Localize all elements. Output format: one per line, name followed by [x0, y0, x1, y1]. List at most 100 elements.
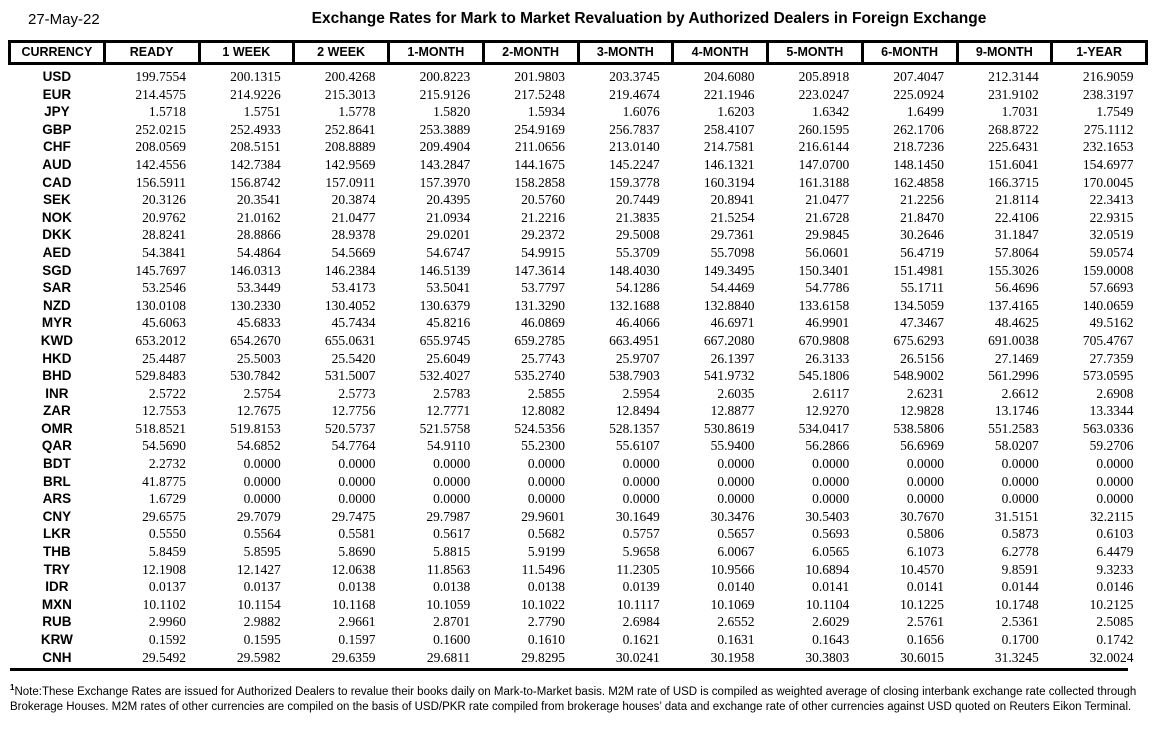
rate-cell: 2.5855 [527, 385, 565, 401]
rate-cell: 0.5617 [433, 526, 471, 542]
rate-cell: 214.4575 [135, 86, 186, 102]
column-header-2-month: 2-MONTH [481, 40, 580, 65]
rate-cell: 573.0595 [1082, 368, 1134, 384]
rate-cell: 2.6552 [717, 614, 755, 630]
rate-cell: 655.0631 [324, 332, 376, 348]
rate-cell: 55.1711 [900, 280, 944, 296]
rate-cell: 170.0045 [1082, 174, 1134, 190]
column-header-1-week: 1 WEEK [197, 40, 296, 65]
rate-cell: 1.7549 [1096, 104, 1134, 120]
rate-cell: 22.3413 [1089, 192, 1134, 208]
rate-cell: 1.6076 [622, 104, 660, 120]
rate-cell: 49.5162 [1089, 315, 1134, 331]
rate-cell: 11.5496 [521, 561, 565, 577]
rate-cell: 0.1600 [433, 632, 471, 647]
rate-cell: 252.8641 [324, 121, 376, 137]
currency-code: NZD [43, 297, 71, 313]
rate-cell: 541.9732 [703, 368, 755, 384]
rate-cell: 29.7079 [236, 508, 281, 524]
rate-cell: 21.0162 [236, 209, 281, 225]
table-row-rub: RUB 2.9960 2.9882 2.9661 2.8701 2.7790 2.6984 2… [10, 613, 1147, 631]
rate-cell: 524.5356 [514, 420, 565, 436]
rate-cell: 551.2583 [988, 420, 1039, 436]
table-row-cnh: CNH 29.5492 29.5982 29.6359 29.6811 29.8295 30… [10, 649, 1147, 667]
rate-cell: 0.1595 [243, 632, 281, 647]
rate-cell: 41.8775 [142, 473, 186, 489]
rate-cell: 156.5911 [135, 174, 186, 190]
rate-cell: 21.0477 [331, 209, 376, 225]
rate-cell: 25.4487 [142, 350, 186, 366]
rate-cell: 0.0000 [717, 473, 755, 489]
rate-cell: 20.3541 [236, 192, 281, 208]
rate-cell: 56.6969 [900, 438, 944, 454]
rate-cell: 2.9661 [338, 614, 376, 630]
rate-cell: 142.9569 [324, 156, 376, 172]
rate-cell: 538.7903 [609, 368, 660, 384]
table-row-brl: BRL 41.8775 0.0000 0.0000 0.0000 0.0000 0.0000… [10, 473, 1147, 491]
table-row-idr: IDR 0.0137 0.0137 0.0138 0.0138 0.0138 0.0139 0… [10, 578, 1147, 596]
rate-cell: 256.7837 [609, 121, 660, 137]
rate-cell: 275.1112 [1083, 121, 1134, 137]
rate-cell: 46.6971 [710, 315, 755, 331]
table-row-bdt: BDT 2.2732 0.0000 0.0000 0.0000 0.0000 0.0000 0… [10, 455, 1147, 473]
rate-cell: 0.0000 [812, 456, 850, 472]
rate-cell: 12.7675 [236, 403, 281, 419]
report-date: 27-May-22 [28, 11, 100, 28]
rate-cell: 2.6029 [812, 614, 850, 630]
rate-cell: 13.3344 [1089, 403, 1134, 419]
table-row-mxn: MXN 10.1102 10.1154 10.1168 10.1059 10.1022 10… [10, 596, 1147, 614]
rate-cell: 54.3841 [142, 244, 186, 260]
rate-cell: 29.9601 [521, 508, 565, 524]
rate-cell: 0.0000 [338, 491, 376, 507]
rate-cell: 0.0138 [433, 579, 471, 595]
rate-cell: 0.0000 [433, 491, 471, 507]
currency-code: BDT [43, 456, 71, 472]
rate-cell: 200.4268 [324, 69, 376, 84]
rate-cell: 158.2858 [514, 174, 565, 190]
rate-cell: 54.4469 [710, 280, 755, 296]
rate-cell: 520.5737 [324, 420, 376, 436]
rate-cell: 530.7842 [230, 368, 281, 384]
rate-cell: 12.9828 [900, 403, 944, 419]
rate-cell: 21.2216 [521, 209, 565, 225]
rate-cell: 0.0000 [527, 456, 565, 472]
table-row-nzd: NZD 130.0108 130.2330 130.4052 130.6379 131.3… [10, 297, 1147, 315]
rate-cell: 1.5778 [338, 104, 376, 120]
rate-cell: 200.1315 [230, 69, 281, 84]
rate-cell: 29.6575 [142, 508, 186, 524]
column-header-ready: READY [102, 40, 201, 65]
rate-cell: 13.1746 [994, 403, 1039, 419]
rate-cell: 142.7384 [230, 156, 281, 172]
table-row-kwd: KWD 653.2012 654.2670 655.0631 655.9745 659.2… [10, 332, 1147, 350]
rate-cell: 130.0108 [135, 297, 186, 313]
rate-cell: 21.6728 [805, 209, 850, 225]
rate-cell: 0.5550 [148, 526, 186, 542]
rate-cell: 56.4719 [900, 244, 944, 260]
rate-cell: 21.0934 [426, 209, 471, 225]
rate-cell: 21.5254 [710, 209, 755, 225]
rate-cell: 0.0137 [243, 579, 281, 595]
rate-cell: 130.6379 [419, 297, 471, 313]
rate-cell: 55.3709 [615, 244, 660, 260]
rate-cell: 56.0601 [805, 244, 850, 260]
rate-cell: 10.1225 [900, 596, 944, 612]
table-row-lkr: LKR 0.5550 0.5564 0.5581 0.5617 0.5682 0.5757 0… [10, 525, 1147, 543]
table-row-myr: MYR 45.6063 45.6833 45.7434 45.8216 46.0869 46… [10, 314, 1147, 332]
rate-cell: 0.1597 [338, 632, 376, 647]
rate-cell: 6.1073 [906, 544, 944, 560]
rate-cell: 0.1656 [906, 632, 944, 647]
rate-cell: 59.0574 [1089, 244, 1134, 260]
column-header-currency: CURRENCY [8, 40, 106, 65]
rate-cell: 29.2372 [521, 227, 565, 243]
rate-cell: 5.9658 [622, 544, 660, 560]
footnote-text: Note:These Exchange Rates are issued for… [10, 685, 1137, 713]
rate-cell: 26.3133 [805, 350, 850, 366]
rate-cell: 155.3026 [988, 262, 1039, 278]
rate-cell: 10.1059 [426, 596, 471, 612]
rate-cell: 45.6063 [142, 315, 186, 331]
rate-cell: 258.4107 [703, 121, 755, 137]
rate-cell: 12.1908 [142, 561, 186, 577]
currency-code: KWD [40, 332, 73, 348]
rate-cell: 29.6811 [426, 649, 471, 665]
